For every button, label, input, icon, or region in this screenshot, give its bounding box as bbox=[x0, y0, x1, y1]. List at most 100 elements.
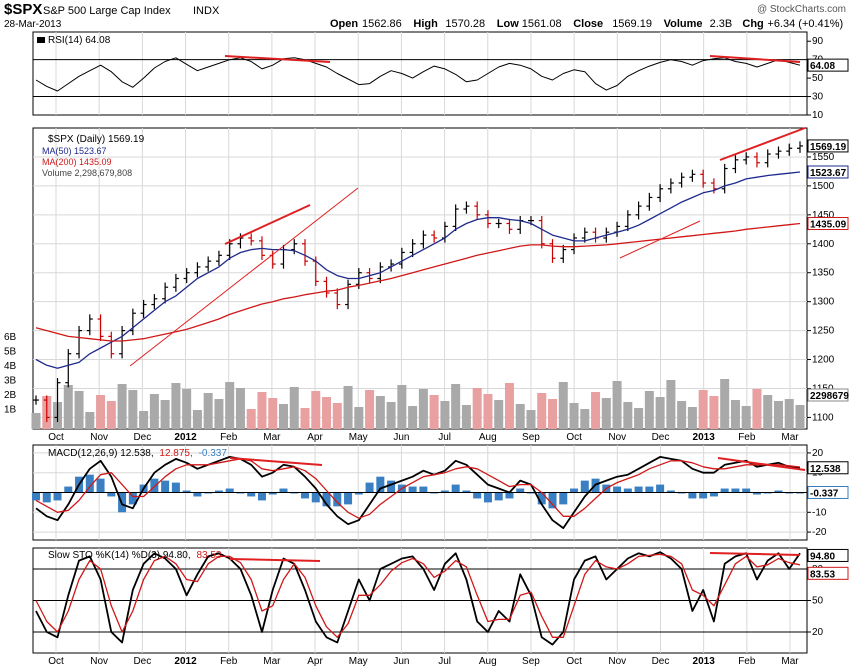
price-panel bbox=[32, 127, 808, 430]
macd-divergence-line bbox=[717, 457, 806, 471]
macd-histogram-bar bbox=[580, 480, 589, 493]
macd-histogram-bar bbox=[419, 486, 428, 493]
macd-divergence-line bbox=[229, 457, 323, 466]
price-x-label: Jun bbox=[393, 432, 409, 443]
volume-bar bbox=[451, 384, 461, 429]
macd-histogram-bar bbox=[752, 492, 761, 495]
sto-x-label: May bbox=[349, 656, 368, 667]
price-x-label: Nov bbox=[90, 432, 108, 443]
macd-histogram-bar bbox=[742, 488, 751, 493]
rsi-legend-swatch bbox=[37, 37, 45, 43]
macd-histogram-bar bbox=[301, 492, 310, 499]
volume-bar bbox=[558, 382, 568, 429]
volume-bar bbox=[117, 384, 127, 429]
macd-histogram-bar bbox=[516, 488, 525, 493]
volume-tick-label: 6B bbox=[4, 332, 17, 343]
price-legend-volume: Volume 2,298,679,808 bbox=[42, 168, 132, 178]
rsi-line bbox=[35, 57, 801, 92]
ma50-line bbox=[35, 171, 801, 369]
volume-bars bbox=[31, 379, 805, 429]
macd-histogram-bar bbox=[193, 492, 202, 497]
volume-bar bbox=[257, 392, 267, 429]
sto-x-label: Mar bbox=[781, 656, 799, 667]
volume-bar bbox=[214, 399, 224, 429]
macd-tick-label: -10 bbox=[812, 507, 827, 518]
volume-bar bbox=[160, 400, 170, 429]
volume-bar bbox=[365, 390, 375, 429]
macd-histogram-bar bbox=[451, 484, 460, 493]
sto-legend: Slow STO %K(14) %D(3) 94.80, 83.53 bbox=[48, 550, 222, 561]
volume-bar bbox=[397, 385, 407, 429]
macd-histogram-bar bbox=[150, 478, 159, 493]
macd-histogram-bar bbox=[462, 490, 471, 493]
price-tick-label: 1200 bbox=[812, 355, 835, 366]
macd-histogram-bar bbox=[268, 492, 277, 495]
volume-bar bbox=[171, 383, 181, 429]
price-x-label: Nov bbox=[608, 432, 626, 443]
sto-x-label: Dec bbox=[652, 656, 670, 667]
sto-tick-label: 20 bbox=[812, 627, 824, 638]
volume-bar bbox=[526, 410, 536, 429]
volume-bar bbox=[741, 406, 751, 429]
volume-bar bbox=[192, 410, 202, 429]
volume-bar bbox=[655, 397, 665, 429]
macd-histogram-bar bbox=[666, 490, 675, 493]
sto-x-label: Jun bbox=[393, 656, 409, 667]
macd-histogram-bar bbox=[182, 490, 191, 493]
quote-label: Close bbox=[573, 18, 603, 30]
macd-histogram-bar bbox=[344, 492, 353, 505]
price-tick-label: 1250 bbox=[812, 326, 835, 337]
volume-bar bbox=[246, 409, 256, 429]
macd-histogram-bar bbox=[279, 488, 288, 493]
macd-histogram-bar bbox=[128, 492, 137, 505]
rsi-legend: RSI(14) 64.08 bbox=[48, 35, 111, 46]
volume-bar bbox=[752, 389, 762, 429]
volume-bar bbox=[623, 402, 633, 429]
ma200-value-tag-box bbox=[807, 217, 849, 231]
macd-histogram-bar bbox=[257, 492, 266, 501]
macd-histogram-bar bbox=[537, 492, 546, 505]
macd-histogram-bar bbox=[483, 492, 492, 503]
volume-tick-label: 3B bbox=[4, 376, 17, 387]
volume-bar bbox=[440, 401, 450, 429]
chart-date: 28-Mar-2013 bbox=[4, 19, 62, 30]
sto-legend-k: Slow STO %K(14) %D(3) 94.80, bbox=[48, 550, 191, 561]
volume-bar bbox=[677, 401, 687, 429]
volume-bar bbox=[63, 385, 73, 429]
volume-bar bbox=[354, 407, 364, 429]
volume-bar bbox=[763, 395, 773, 429]
price-tick-label: 1450 bbox=[812, 210, 835, 221]
volume-bar bbox=[203, 393, 213, 429]
quote-label: Low bbox=[497, 18, 519, 30]
macd-histogram-bar bbox=[311, 492, 320, 503]
macd-histogram-bar bbox=[505, 492, 514, 499]
macd-tick-label: -20 bbox=[812, 527, 827, 538]
rsi-divergence-line bbox=[224, 55, 331, 63]
index-name: S&P 500 Large Cap Index bbox=[43, 5, 171, 17]
macd-histogram-bar bbox=[32, 492, 40, 501]
quote-value: 2.3B bbox=[710, 18, 733, 30]
macd-histogram-bar bbox=[720, 488, 729, 493]
macd-histogram-bar bbox=[731, 488, 740, 493]
macd-histogram-bar bbox=[365, 482, 374, 493]
macd-histogram-bar bbox=[774, 490, 783, 493]
macd-histogram-bar bbox=[613, 486, 622, 493]
volume-bar bbox=[106, 401, 116, 429]
volume-bar bbox=[31, 413, 41, 429]
quote-value: 1561.08 bbox=[522, 18, 562, 30]
macd-histogram-bar bbox=[96, 478, 105, 493]
trend-annotations bbox=[129, 55, 806, 562]
macd-histogram-bar bbox=[548, 492, 557, 509]
macd-histogram-bar bbox=[623, 488, 632, 493]
macd-histogram-bar bbox=[53, 492, 62, 501]
macd-histogram-bar bbox=[570, 488, 579, 493]
volume-bar bbox=[289, 387, 299, 429]
price-tick-label: 1100 bbox=[812, 412, 834, 423]
macd-histogram-bar bbox=[322, 492, 331, 507]
value-tags: 64.08 1569.19 1523.67 1435.09 2298679 12.538 -… bbox=[807, 58, 849, 580]
volume-bar bbox=[644, 391, 654, 429]
price-legend-ma200: MA(200) 1435.09 bbox=[42, 157, 112, 167]
volume-bar bbox=[268, 398, 278, 429]
volume-bar bbox=[537, 393, 547, 429]
volume-bar bbox=[666, 380, 676, 429]
